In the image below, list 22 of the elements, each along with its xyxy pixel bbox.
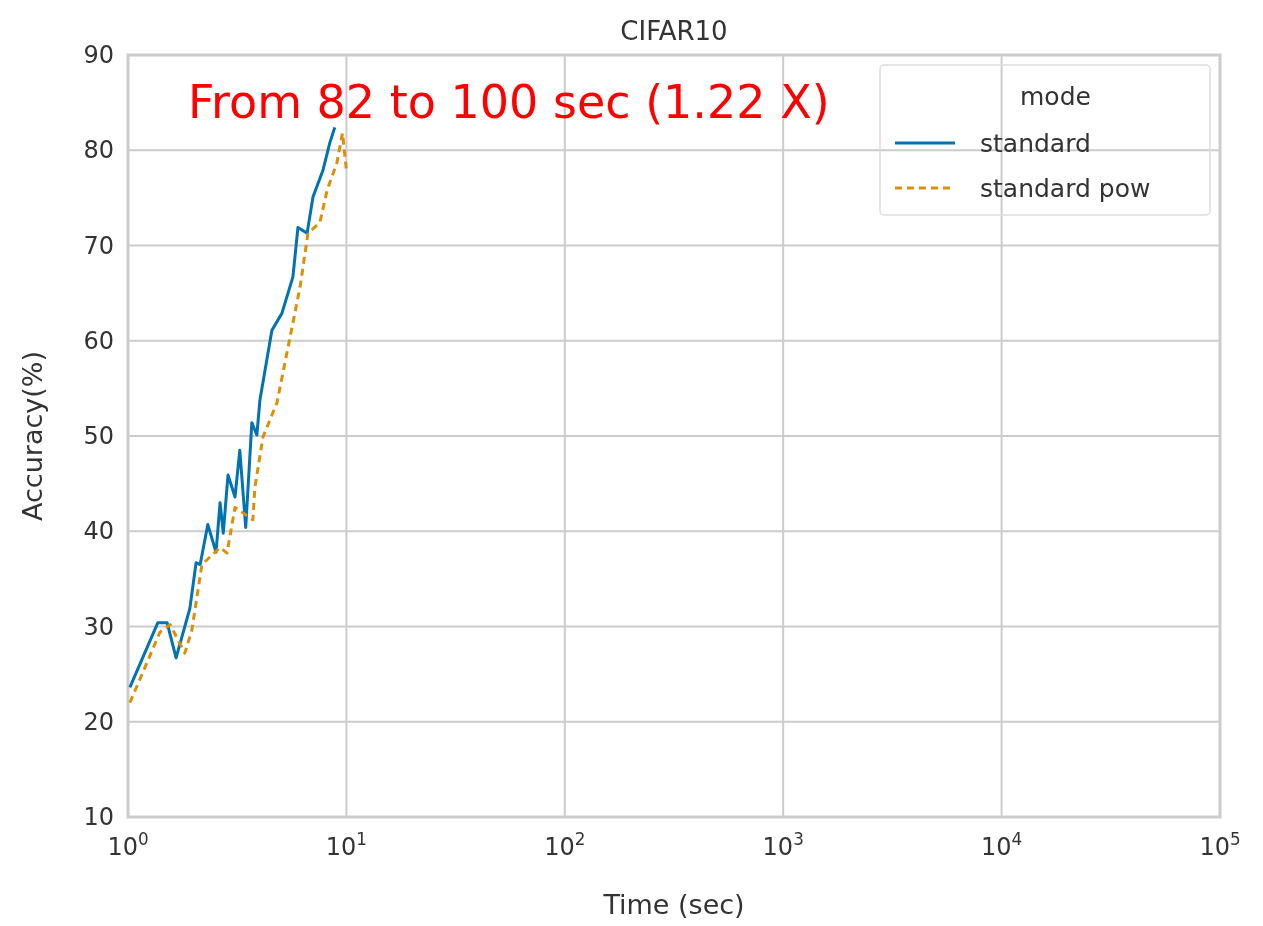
y-tick-label: 70 — [83, 231, 114, 260]
y-tick-label: 10 — [83, 803, 114, 831]
y-tick-label: 50 — [83, 422, 114, 450]
y-tick-label: 80 — [83, 136, 114, 165]
y-tick-label: 90 — [83, 41, 114, 69]
y-tick-label: 20 — [83, 707, 114, 736]
y-tick-label: 40 — [83, 517, 114, 546]
y-tick-label: 60 — [83, 326, 114, 355]
x-tick-label: 10$^{0}$ — [107, 829, 149, 861]
legend-label: standard pow — [980, 174, 1151, 203]
legend-title: mode — [1020, 82, 1091, 111]
x-tick-label: 10$^{2}$ — [544, 829, 586, 861]
chart-title: CIFAR10 — [620, 16, 728, 46]
x-axis-title: Time (sec) — [602, 889, 745, 920]
y-tick-label: 30 — [83, 612, 114, 641]
x-tick-label: 10$^{4}$ — [980, 829, 1023, 861]
y-axis-title: Accuracy(%) — [17, 351, 48, 521]
legend-label: standard — [980, 129, 1091, 158]
x-tick-label: 10$^{5}$ — [1199, 829, 1241, 861]
x-tick-label: 10$^{1}$ — [325, 829, 368, 861]
annotation: From 82 to 100 sec (1.22 X) — [188, 75, 830, 129]
x-tick-label: 10$^{3}$ — [762, 829, 804, 861]
